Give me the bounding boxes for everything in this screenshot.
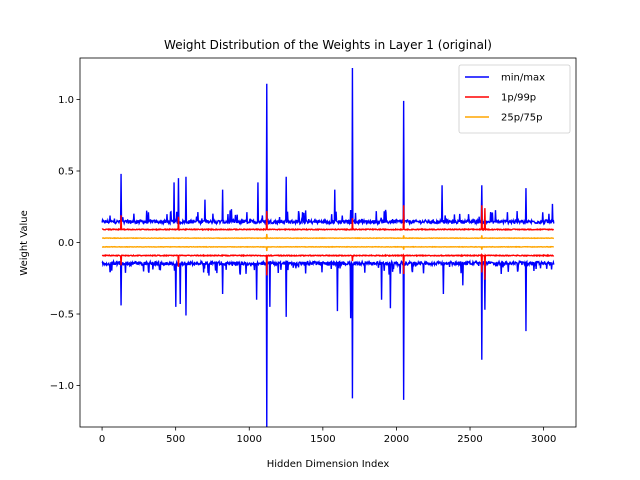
x-tick-label: 1500 — [310, 434, 335, 445]
series-group — [101, 68, 555, 427]
series-line-1p-99p-min — [101, 252, 555, 280]
legend-label: min/max — [501, 73, 545, 84]
chart-title: Weight Distribution of the Weights in La… — [164, 38, 492, 52]
x-tick-label: 2000 — [384, 434, 409, 445]
x-axis-label: Hidden Dimension Index — [267, 459, 390, 470]
axes: 0 500 1000 1500 2000 2500 3000 −1.0 −0.5 0.0 0.5 1.… — [50, 57, 577, 445]
series-line-min-max-min — [101, 258, 555, 427]
x-tick-label: 2500 — [457, 434, 482, 445]
y-tick-label: 1.0 — [58, 95, 74, 106]
legend-label: 1p/99p — [501, 93, 536, 104]
x-tick-label: 500 — [166, 434, 185, 445]
legend-box — [458, 64, 571, 134]
legend: min/max 1p/99p 25p/75p — [458, 64, 571, 134]
series-line-25p-75p-max — [101, 233, 555, 240]
series-line-25p-75p-min — [101, 245, 555, 252]
series-line-1p-99p-max — [101, 205, 555, 232]
y-tick-label: −0.5 — [50, 310, 74, 321]
x-tick-label: 3000 — [531, 434, 556, 445]
legend-label: 25p/75p — [501, 113, 543, 124]
x-tick-label: 0 — [99, 434, 105, 445]
y-tick-label: 0.5 — [58, 166, 74, 177]
series-line-min-max-max — [101, 68, 555, 227]
y-tick-label: −1.0 — [50, 381, 74, 392]
x-tick-label: 1000 — [237, 434, 262, 445]
y-tick-label: 0.0 — [58, 238, 74, 249]
y-axis-label: Weight Value — [19, 210, 30, 275]
